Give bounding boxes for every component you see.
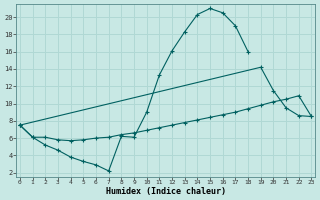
X-axis label: Humidex (Indice chaleur): Humidex (Indice chaleur) xyxy=(106,187,226,196)
